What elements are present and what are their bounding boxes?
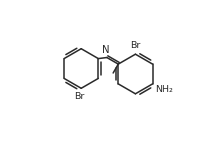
Text: NH₂: NH₂ <box>155 85 173 94</box>
Text: Br: Br <box>130 41 141 50</box>
Text: N: N <box>102 45 110 55</box>
Text: Br: Br <box>74 92 85 101</box>
